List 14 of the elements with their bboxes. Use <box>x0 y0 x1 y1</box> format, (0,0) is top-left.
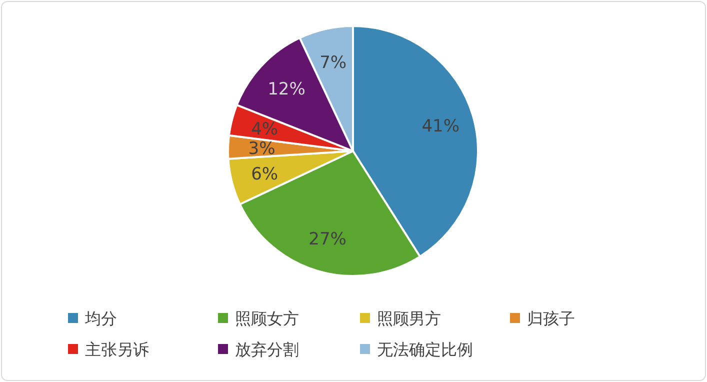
data-label: 27% <box>308 230 346 250</box>
legend-label: 照顾女方 <box>235 309 299 328</box>
data-label: 4% <box>251 119 278 140</box>
legend-label: 归孩子 <box>527 309 575 328</box>
data-label: 3% <box>248 139 276 160</box>
legend-label: 放弃分割 <box>235 340 299 359</box>
legend-label: 主张另诉 <box>85 340 149 359</box>
legend-label: 照顾男方 <box>377 309 441 328</box>
data-label: 41% <box>422 116 460 137</box>
data-label: 12% <box>268 80 306 100</box>
data-label: 7% <box>320 52 347 73</box>
data-label: 6% <box>251 164 278 185</box>
legend-label: 均分 <box>84 309 117 328</box>
legend-label: 无法确定比例 <box>377 340 473 359</box>
